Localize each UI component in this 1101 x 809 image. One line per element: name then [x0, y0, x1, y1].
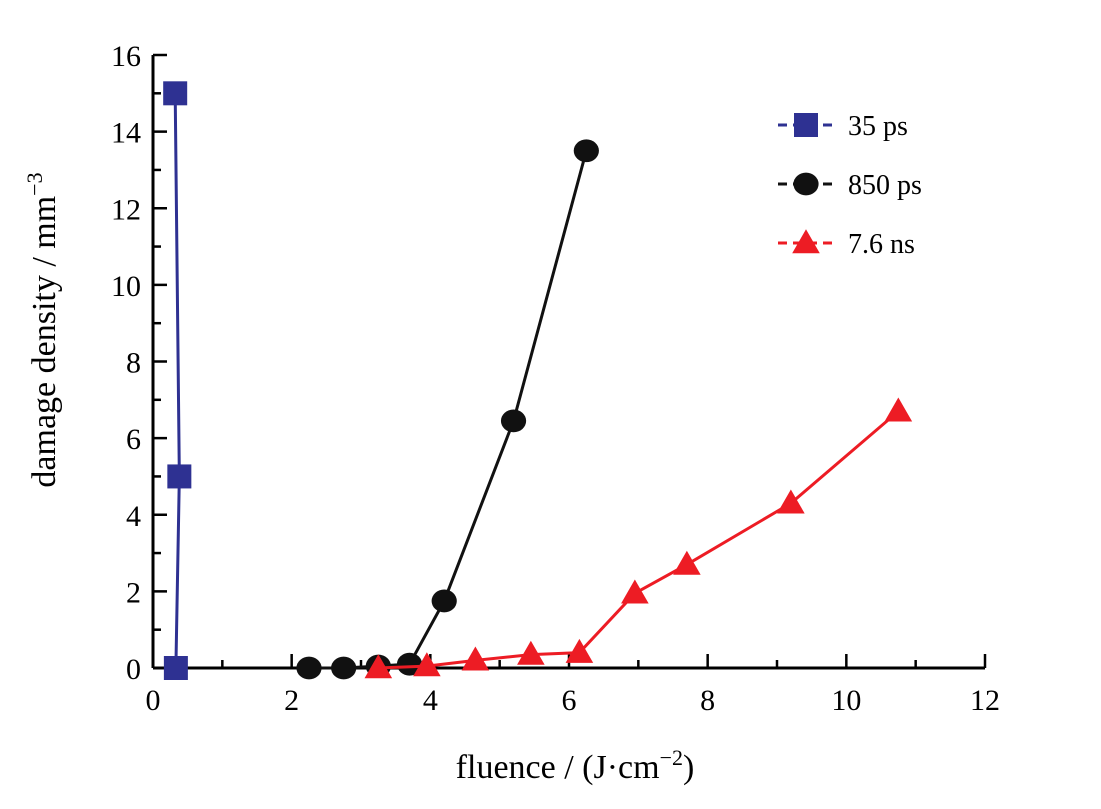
data-point — [396, 652, 423, 676]
x-tick-label: 10 — [831, 684, 861, 717]
y-tick-label: 2 — [126, 576, 141, 609]
data-point — [331, 656, 357, 680]
y-tick-label: 10 — [111, 270, 141, 303]
series-0 — [163, 81, 192, 680]
y-tick-label: 0 — [126, 653, 141, 686]
series-1 — [296, 139, 599, 680]
x-tick-label: 2 — [284, 684, 299, 717]
legend-label: 7.6 ns — [848, 229, 915, 260]
y-tick-label: 8 — [126, 347, 141, 380]
x-tick-label: 4 — [423, 684, 438, 717]
legend-marker — [794, 113, 818, 137]
x-tick-label: 0 — [146, 684, 161, 717]
data-point — [573, 139, 599, 163]
series-2 — [364, 397, 913, 679]
y-tick-label: 6 — [126, 423, 141, 456]
legend-item: 850 ps — [778, 170, 922, 201]
y-tick-label: 4 — [126, 500, 141, 533]
legend-marker — [793, 172, 819, 196]
data-point — [517, 640, 545, 665]
data-point — [296, 656, 322, 680]
data-point — [884, 397, 913, 422]
data-point — [364, 654, 393, 679]
data-point — [673, 550, 701, 575]
data-point — [565, 638, 594, 663]
y-tick-label: 16 — [111, 40, 141, 73]
series-line — [173, 93, 181, 669]
legend-marker — [792, 229, 820, 254]
legend: 35 ps 850 ps 7.6 ns — [778, 111, 922, 260]
legend-item: 7.6 ns — [778, 229, 915, 260]
legend-item: 35 ps — [778, 111, 908, 142]
data-point — [163, 81, 188, 106]
y-tick-label: 12 — [111, 193, 141, 226]
series-layer — [163, 81, 913, 680]
x-tick-label: 12 — [970, 684, 1000, 717]
legend-label: 35 ps — [848, 111, 908, 142]
axes — [151, 53, 987, 670]
data-point — [163, 656, 188, 680]
data-point — [431, 589, 457, 613]
x-tick-label: 8 — [700, 684, 715, 717]
data-point — [621, 579, 649, 604]
x-axis-title: fluence / (J·cm−2) — [456, 745, 695, 786]
y-axis-title: damage density / mm−3 — [22, 172, 63, 487]
tick-labels: 0 2 4 6 8 10 12 0 2 4 6 8 10 12 14 16 — [111, 40, 1000, 717]
series-line — [378, 410, 900, 670]
data-point — [461, 646, 490, 671]
y-tick-label: 14 — [111, 117, 141, 150]
legend-label: 850 ps — [848, 170, 922, 201]
data-point — [413, 652, 441, 677]
data-point — [167, 464, 192, 489]
x-tick-label: 6 — [562, 684, 577, 717]
data-point — [777, 489, 805, 514]
data-point — [500, 409, 527, 433]
